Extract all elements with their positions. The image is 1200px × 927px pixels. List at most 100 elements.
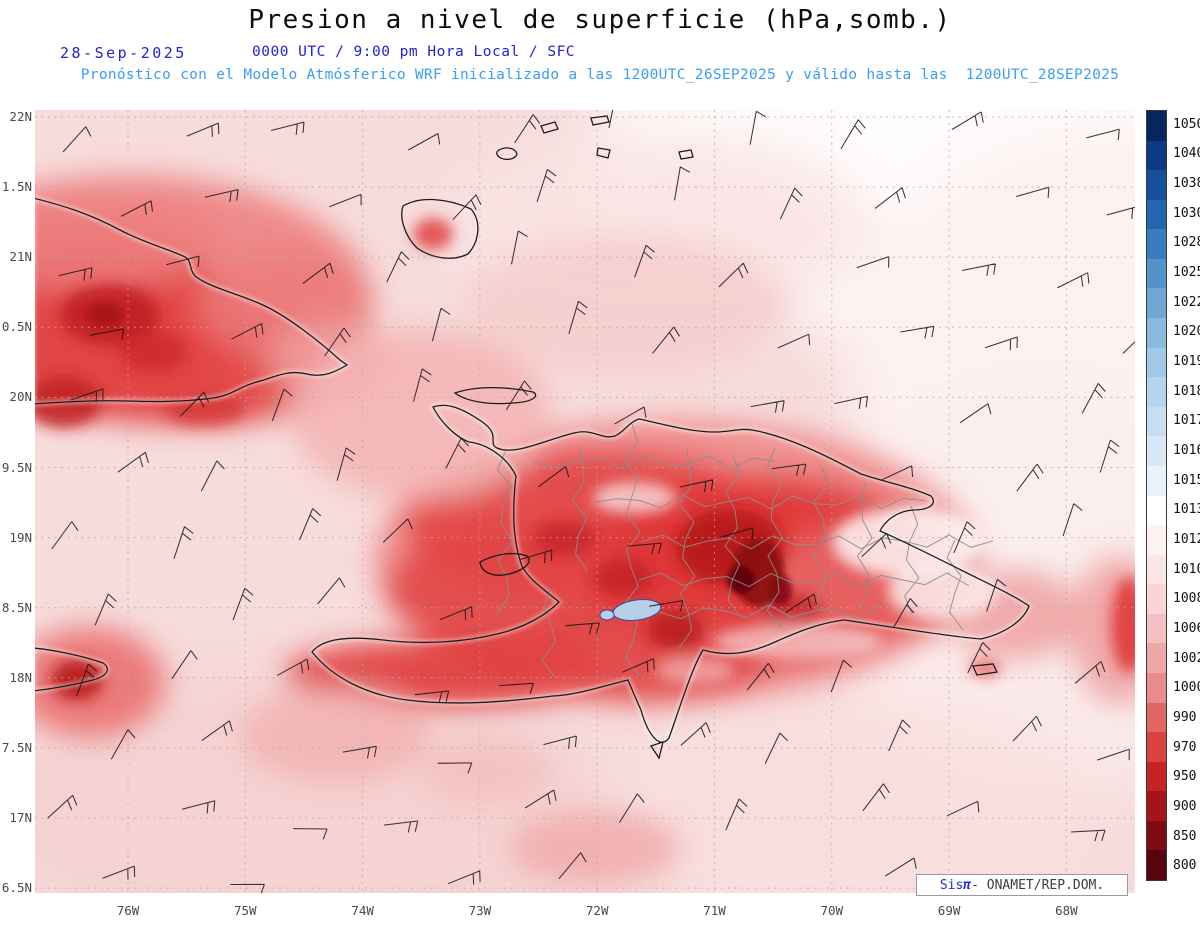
valid-datetime-row: 28-Sep-2025 0000 UTC / 9:00 pm Hora Loca…	[0, 44, 1200, 64]
colorbar-cell	[1147, 850, 1166, 881]
colorbar-cell	[1147, 495, 1166, 526]
colorbar-tick-label: 1013	[1173, 502, 1200, 518]
lat-tick-label: 19N	[9, 529, 32, 545]
colorbar-cell	[1147, 111, 1166, 141]
lon-tick-label: 73W	[468, 903, 492, 918]
colorbar-tick-label: 970	[1173, 739, 1197, 755]
province-border	[904, 505, 920, 615]
province-border	[640, 534, 994, 550]
province-border	[623, 423, 641, 677]
pi-icon: π	[963, 877, 972, 893]
lat-tick-label: 17N	[9, 810, 32, 825]
lon-tick-label: 72W	[585, 903, 609, 918]
colorbar-tick-label: 1030	[1173, 205, 1200, 221]
colorbar-cell	[1147, 672, 1166, 703]
province-border	[724, 455, 742, 619]
lon-tick-label: 68W	[1055, 903, 1078, 918]
colorbar-cell	[1147, 613, 1166, 644]
map-area	[35, 110, 1135, 893]
lat-tick-label: 1.5N	[1, 179, 32, 195]
province-border	[571, 445, 589, 573]
colorbar-tick-label: 1018	[1173, 383, 1200, 399]
province-border	[541, 587, 557, 679]
colorbar-tick-label: 1000	[1173, 680, 1200, 696]
wind-barbs-layer	[47, 110, 1135, 893]
colorbar-cell	[1147, 702, 1166, 733]
colorbar-cell	[1147, 791, 1166, 821]
province-border	[946, 539, 964, 631]
forecast-model-line: Pronóstico con el Modelo Atmósferico WRF…	[80, 67, 1120, 83]
province-border	[766, 447, 784, 629]
colorbar-tick-label: 800	[1173, 858, 1197, 874]
lat-tick-label: 8.5N	[1, 599, 32, 615]
colorbar-cell	[1147, 140, 1166, 171]
colorbar-tick-label: 1022	[1173, 294, 1200, 310]
lon-tick-label: 75W	[234, 903, 257, 918]
lat-tick-label: 18N	[9, 669, 32, 685]
colorbar-tick-label: 1040	[1173, 146, 1200, 162]
pressure-map-svg	[35, 110, 1135, 893]
admin-borders-layer	[496, 423, 994, 679]
colorbar-tick-label: 1025	[1173, 265, 1200, 281]
colorbar-tick-label: 1020	[1173, 324, 1200, 340]
branding-box: Sis π - ONAMET/REP.DOM.	[916, 874, 1128, 896]
colorbar-tick-label: 1008	[1173, 591, 1200, 607]
colorbar-tick-label: 1017	[1173, 413, 1200, 429]
lat-tick-label: 9.5N	[1, 459, 32, 475]
branding-sis: Sis	[939, 877, 964, 893]
colorbar-tick-label: 1010	[1173, 561, 1200, 577]
colorbar	[1146, 110, 1167, 881]
province-border	[638, 572, 970, 588]
colorbar-cell	[1147, 761, 1166, 792]
colorbar-cell	[1147, 347, 1166, 378]
colorbar-cell	[1147, 170, 1166, 200]
colorbar-cell	[1147, 820, 1166, 851]
colorbar-tick-label: 1016	[1173, 443, 1200, 459]
pressure-shading-layer	[35, 110, 1135, 893]
colorbar-cell	[1147, 377, 1166, 407]
colorbar-tick-label: 1015	[1173, 472, 1200, 488]
colorbar-tick-label: 1002	[1173, 650, 1200, 666]
province-border	[594, 494, 926, 510]
province-border	[532, 455, 776, 470]
page-title: Presion a nivel de superficie (hPa,somb.…	[248, 5, 952, 35]
lat-tick-label: 0.5N	[1, 319, 32, 335]
lon-tick-label: 69W	[937, 903, 961, 918]
wind-barb-glyphs	[47, 110, 1135, 893]
province-border	[658, 604, 880, 620]
branding-org: - ONAMET/REP.DOM.	[971, 877, 1105, 893]
colorbar-tick-label: 950	[1173, 769, 1197, 785]
colorbar-tick-label: 850	[1173, 828, 1197, 844]
colorbar-cell	[1147, 406, 1166, 437]
colorbar-cell	[1147, 318, 1166, 348]
colorbar-tick-label: 1019	[1173, 354, 1200, 370]
lat-tick-label: 21N	[9, 249, 32, 265]
lon-tick-label: 74W	[351, 903, 374, 918]
colorbar-cell	[1147, 465, 1166, 496]
colorbar-cell	[1147, 288, 1166, 319]
province-border	[496, 451, 514, 615]
lat-tick-label: 20N	[9, 389, 32, 405]
lat-tick-label: 7.5N	[1, 739, 32, 755]
lon-tick-label: 76W	[116, 903, 140, 918]
lon-tick-label: 70W	[820, 903, 844, 918]
lon-tick-label: 71W	[703, 903, 726, 918]
colorbar-cell	[1147, 643, 1166, 673]
colorbar-tick-label: 1050	[1173, 116, 1200, 132]
lat-tick-label: 6.5N	[1, 880, 32, 896]
colorbar-cell	[1147, 229, 1166, 259]
colorbar-cell	[1147, 525, 1166, 555]
colorbar-cell	[1147, 732, 1166, 762]
province-border	[812, 465, 830, 611]
lat-tick-label: 22N	[9, 109, 32, 124]
valid-time: 0000 UTC / 9:00 pm Hora Local / SFC	[252, 44, 576, 60]
valid-date: 28-Sep-2025	[60, 44, 187, 62]
colorbar-cell	[1147, 199, 1166, 230]
lake-enriquillo	[599, 599, 662, 621]
colorbar-cell	[1147, 258, 1166, 289]
colorbar-tick-label: 1012	[1173, 531, 1200, 547]
colorbar-cell	[1147, 584, 1166, 614]
colorbar-tick-label: 990	[1173, 709, 1197, 725]
colorbar-tick-label: 1006	[1173, 620, 1200, 636]
colorbar-tick-label: 900	[1173, 798, 1197, 814]
